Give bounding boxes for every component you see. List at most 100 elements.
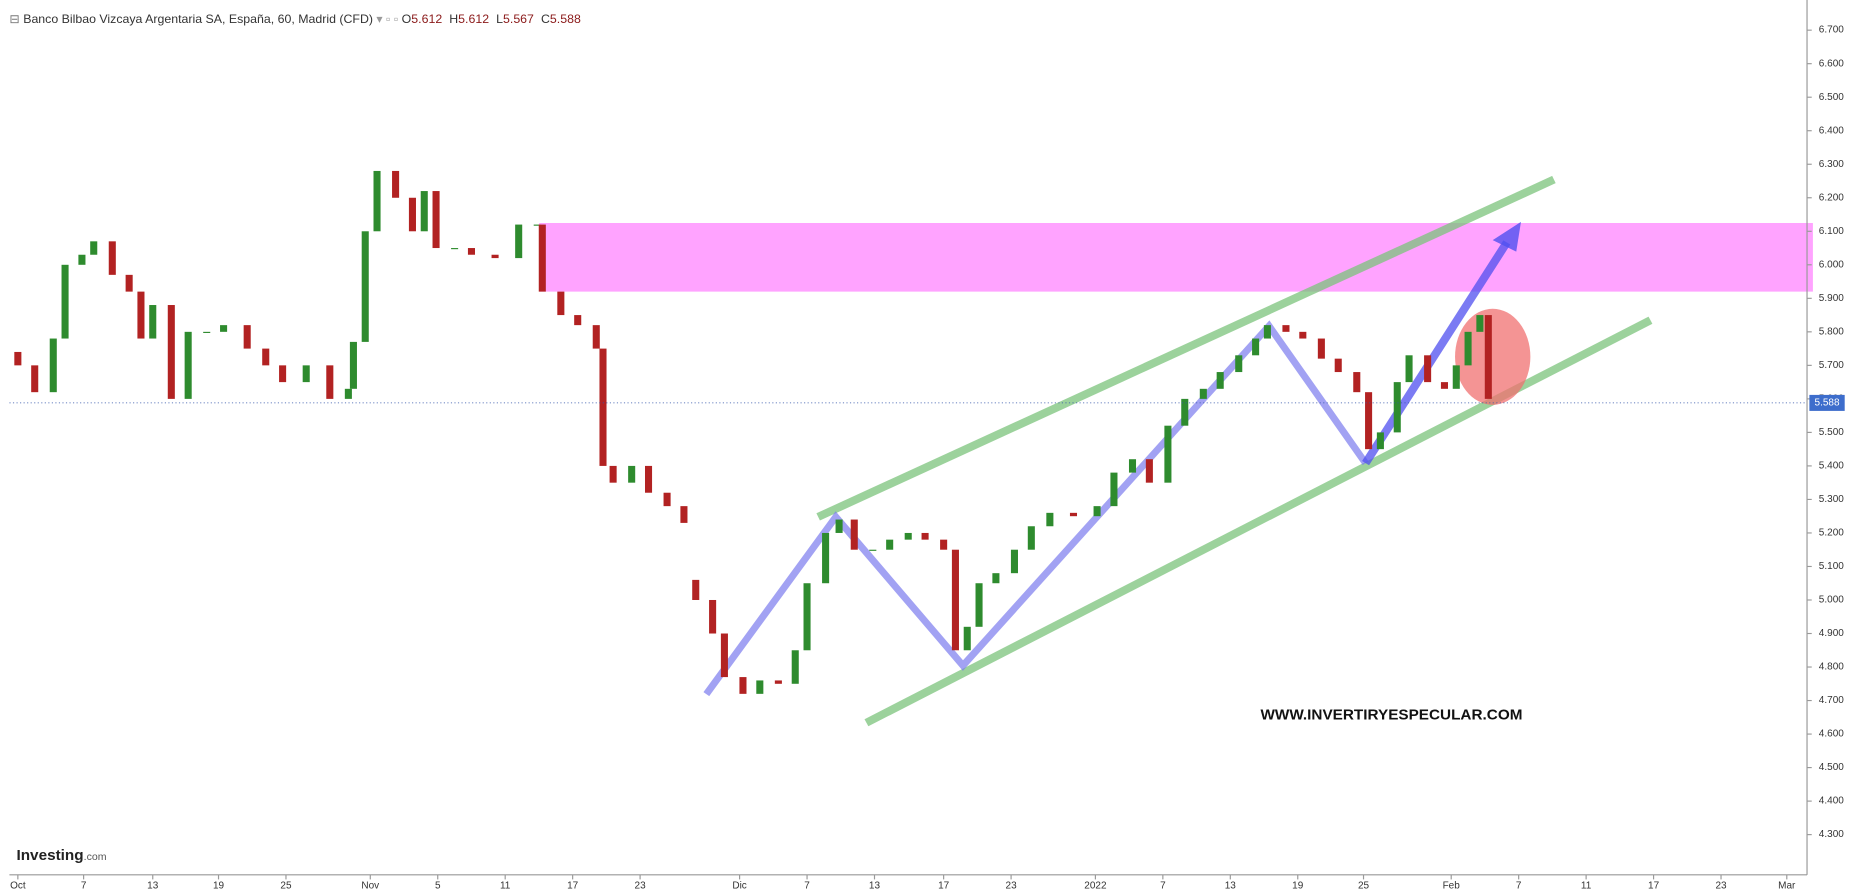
annotations xyxy=(539,175,1813,727)
candle-body xyxy=(1424,355,1432,383)
candle-body xyxy=(1464,331,1472,366)
y-tick-label: 4.700 xyxy=(1819,695,1845,706)
ohlc-value: 5.567 xyxy=(503,12,534,26)
y-tick-label: 4.300 xyxy=(1819,829,1845,840)
y-tick-label: 4.900 xyxy=(1819,628,1845,639)
x-tick-label: 19 xyxy=(213,881,225,892)
candle-body xyxy=(408,197,416,232)
x-tick-label: Feb xyxy=(1443,881,1461,892)
y-tick-label: 4.400 xyxy=(1819,796,1845,807)
x-tick-label: 13 xyxy=(1225,881,1237,892)
last-price-tag xyxy=(1809,394,1845,411)
candle-body xyxy=(951,549,959,651)
candle-body xyxy=(1365,392,1373,450)
x-tick-label: 7 xyxy=(804,881,810,892)
candle-body xyxy=(1235,355,1243,373)
candle-body xyxy=(243,325,251,349)
ohlc-value: 5.588 xyxy=(550,12,581,26)
collapse-icon: ⊟ xyxy=(9,12,23,26)
candle-body xyxy=(1440,382,1449,389)
candle-body xyxy=(432,191,440,249)
candle-body xyxy=(592,325,600,349)
candle-body xyxy=(78,254,86,265)
y-tick-label: 5.800 xyxy=(1819,327,1845,338)
candle-body xyxy=(869,549,877,551)
candle-body xyxy=(420,191,428,232)
candle-body xyxy=(1353,372,1361,393)
candle-body xyxy=(279,365,287,383)
candle-body xyxy=(599,348,607,466)
candle-body xyxy=(940,539,948,550)
y-tick-label: 5.000 xyxy=(1819,595,1845,606)
x-tick-label: 25 xyxy=(1358,881,1370,892)
x-tick-label: 13 xyxy=(869,881,881,892)
x-tick-label: 7 xyxy=(1516,881,1522,892)
x-tick-label: 23 xyxy=(1006,881,1018,892)
last-price-label: 5.588 xyxy=(1815,398,1841,409)
candle-body xyxy=(709,599,717,634)
candle-body xyxy=(467,248,475,255)
y-tick-label: 6.700 xyxy=(1819,25,1845,36)
candle-body xyxy=(1376,432,1384,450)
candle-body xyxy=(1181,398,1189,426)
candle-body xyxy=(557,291,565,316)
y-tick-label: 6.200 xyxy=(1819,192,1845,203)
candle-body xyxy=(90,241,98,255)
candle-body xyxy=(515,224,523,259)
candle-body xyxy=(680,506,688,523)
candle-body xyxy=(1252,338,1260,356)
x-tick-label: 17 xyxy=(938,881,949,892)
x-tick-label: Dic xyxy=(732,881,747,892)
candle-body xyxy=(14,351,22,366)
candle-body xyxy=(167,305,175,399)
instrument-title: Banco Bilbao Vizcaya Argentaria SA, Espa… xyxy=(23,12,373,26)
candle-body xyxy=(628,465,636,483)
candle-body xyxy=(720,633,728,678)
candle-body xyxy=(31,365,39,393)
candle-body xyxy=(1405,355,1413,383)
candle-body xyxy=(1317,338,1325,359)
x-tick-label: 7 xyxy=(1160,881,1166,892)
candle-body xyxy=(1393,382,1401,433)
candle-body xyxy=(644,465,653,493)
x-tick-label: 13 xyxy=(147,881,159,892)
candle-body xyxy=(609,465,617,483)
y-tick-label: 6.300 xyxy=(1819,159,1845,170)
candle-body xyxy=(1299,331,1307,339)
candle-body xyxy=(1145,459,1153,483)
candle-body xyxy=(137,291,145,339)
candle-body xyxy=(921,532,929,540)
candle-body xyxy=(451,248,459,250)
candle-body xyxy=(904,532,912,540)
y-tick-label: 5.500 xyxy=(1819,427,1845,438)
candle-body xyxy=(663,492,671,507)
candle-body xyxy=(61,264,69,339)
x-tick-label: 7 xyxy=(81,881,87,892)
candles xyxy=(14,170,1492,694)
candle-body xyxy=(835,519,843,533)
x-tick-label: 11 xyxy=(1581,881,1591,892)
ohlc-value: 5.612 xyxy=(458,12,489,26)
y-tick-label: 6.000 xyxy=(1819,259,1845,270)
y-tick-label: 4.800 xyxy=(1819,662,1845,673)
highlight-circle xyxy=(1455,308,1531,405)
candle-body xyxy=(326,365,334,399)
candle-body xyxy=(756,680,764,694)
candle-body xyxy=(739,677,747,694)
x-tick-label: 23 xyxy=(635,881,647,892)
y-tick-label: 5.300 xyxy=(1819,494,1845,505)
candle-body xyxy=(850,519,858,550)
header: ⊟ Banco Bilbao Vizcaya Argentaria SA, Es… xyxy=(9,12,581,26)
candle-body xyxy=(203,331,211,333)
candle-body xyxy=(963,626,971,651)
wave-path xyxy=(703,320,1369,697)
y-tick-label: 5.700 xyxy=(1819,360,1845,371)
candle-body xyxy=(791,650,799,684)
candle-body xyxy=(803,583,811,651)
y-tick-label: 6.600 xyxy=(1819,58,1845,69)
candle-body xyxy=(1046,512,1054,527)
candle-body xyxy=(302,365,310,383)
candle-body xyxy=(992,573,1000,584)
x-tick-label: Mar xyxy=(1778,881,1796,892)
